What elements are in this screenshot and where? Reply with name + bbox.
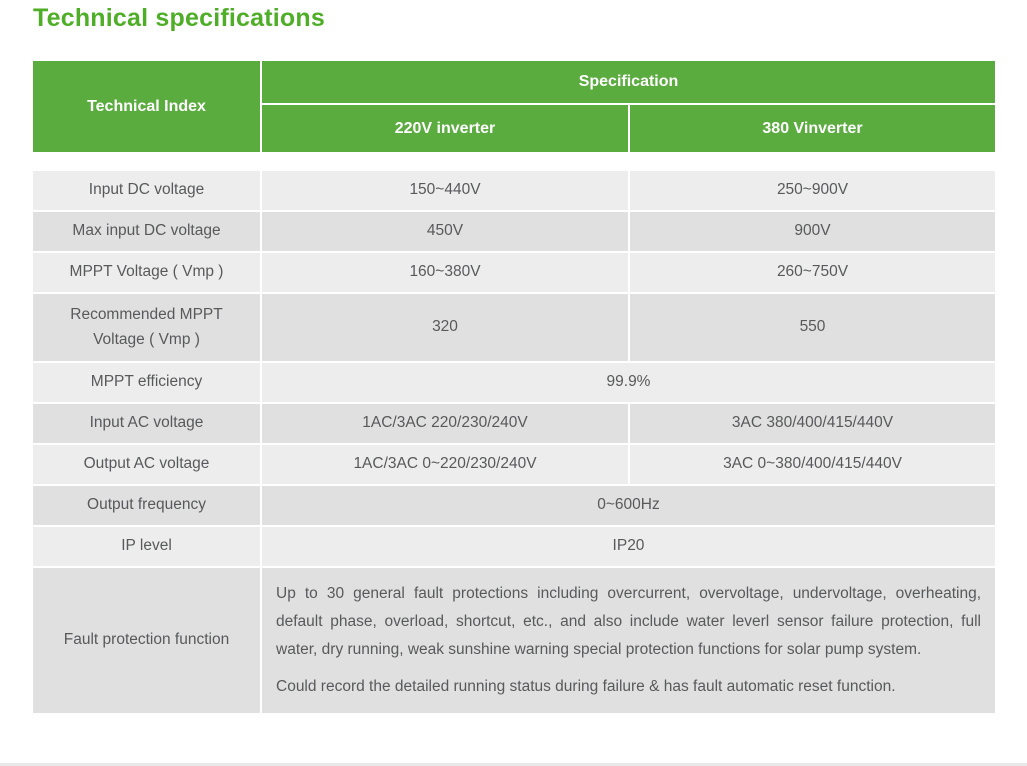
row-value-220v: 320 [262,294,628,361]
row-label-max-input-dc-voltage: Max input DC voltage [33,212,260,251]
row-value-380v: 260~750V [630,253,995,292]
row-value-shared: 99.9% [262,363,995,402]
row-label-output-ac-voltage: Output AC voltage [33,445,260,484]
row-value-220v: 160~380V [262,253,628,292]
table-header: Technical Index Specification 220V inver… [33,61,995,152]
row-label-ip-level: IP level [33,527,260,566]
header-380v-inverter: 380 Vinverter [630,105,995,152]
fault-paragraph-1: Up to 30 general fault protections inclu… [276,585,981,659]
row-value-380v: 550 [630,294,995,361]
row-label-recommended-mppt-voltage: Recommended MPPT Voltage ( Vmp ) [33,294,260,361]
row-value-380v: 900V [630,212,995,251]
row-label-input-dc-voltage: Input DC voltage [33,171,260,210]
row-label-mppt-efficiency: MPPT efficiency [33,363,260,402]
fault-paragraph-2: Could record the detailed running status… [276,677,896,695]
row-label-input-ac-voltage: Input AC voltage [33,404,260,443]
row-value-220v: 450V [262,212,628,251]
header-specification: Specification [262,61,995,103]
row-value-shared: 0~600Hz [262,486,995,525]
row-value-220v: 1AC/3AC 220/230/240V [262,404,628,443]
row-label-output-frequency: Output frequency [33,486,260,525]
row-value-shared: IP20 [262,527,995,566]
row-value-220v: 150~440V [262,171,628,210]
page-bottom-divider [0,763,1027,766]
table-body: Input DC voltage 150~440V 250~900V Max i… [33,171,995,713]
row-value-220v: 1AC/3AC 0~220/230/240V [262,445,628,484]
header-technical-index: Technical Index [33,61,260,152]
row-value-380v: 250~900V [630,171,995,210]
fault-protection-text: Up to 30 general fault protections inclu… [262,568,995,713]
header-220v-inverter: 220V inverter [262,105,628,152]
row-label-mppt-voltage: MPPT Voltage ( Vmp ) [33,253,260,292]
page-title: Technical specifications [33,4,325,32]
specifications-table: Technical Index Specification 220V inver… [33,61,995,713]
row-value-380v: 3AC 0~380/400/415/440V [630,445,995,484]
row-value-380v: 3AC 380/400/415/440V [630,404,995,443]
row-label-fault-protection-function: Fault protection function [33,568,260,713]
